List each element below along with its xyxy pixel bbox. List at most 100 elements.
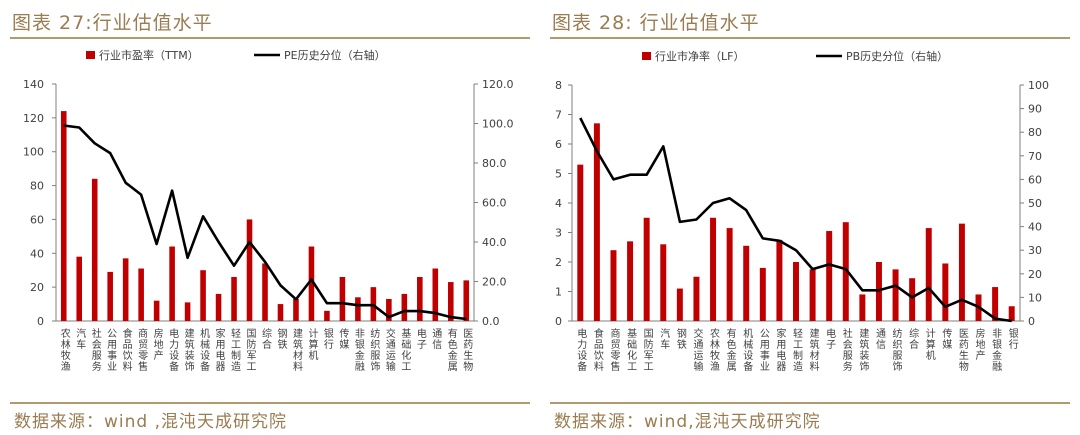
bar	[676, 288, 683, 321]
right-title-rule	[550, 37, 1070, 39]
legend-bar-swatch	[86, 51, 95, 59]
legend-label: 行业市盈率（TTM）	[99, 48, 199, 62]
x-tick-label: 房地产	[976, 327, 986, 362]
bar	[842, 222, 849, 321]
bar	[401, 293, 408, 321]
right-source-note: 数据来源：wind,混沌天成研究院	[554, 412, 821, 432]
x-tick-label: 电子	[826, 327, 836, 351]
bar	[743, 245, 750, 321]
y2-tick-label: 100	[1028, 79, 1049, 92]
x-tick-label: 电子	[417, 327, 427, 351]
y-tick-label: 0	[555, 315, 562, 328]
bar	[107, 271, 113, 321]
y2-tick-label: 50	[1028, 197, 1042, 210]
legend-bar-swatch	[642, 52, 651, 60]
x-tick-label: 有色金属	[448, 327, 458, 373]
x-tick-label: 轻工制造	[793, 327, 803, 373]
x-tick-label: 计算机	[308, 327, 318, 362]
bar	[91, 178, 98, 321]
y-tick-label: 8	[555, 79, 562, 92]
x-tick-label: 银行	[324, 327, 334, 351]
y-tick-label: 6	[555, 138, 562, 151]
x-tick-label: 医药生物	[463, 328, 473, 373]
x-tick-label: 基础化工	[401, 327, 411, 373]
left-panel: 图表 27:行业估值水平 行业市盈率（TTM） PE历史分位（右轴） 0 20 40 60…	[10, 12, 530, 432]
x-tick-label: 基础化工	[627, 327, 637, 373]
x-tick-label: 综合	[909, 327, 919, 351]
x-tick-label: 食品饮料	[123, 327, 133, 373]
bar	[432, 268, 439, 321]
bar	[593, 123, 600, 321]
bar	[859, 294, 866, 321]
y2-tick-label: 40.0	[482, 236, 507, 249]
x-tick-label: 国防军工	[644, 328, 654, 373]
x-tick-label: 汽车	[76, 327, 86, 351]
y-tick-label: 40	[30, 247, 44, 260]
bar	[826, 231, 833, 321]
x-tick-label: 机械设备	[200, 327, 210, 373]
y2-tick-label: 100.0	[482, 118, 514, 131]
x-tick-label: 社会服务	[843, 327, 853, 373]
bar	[417, 276, 423, 321]
x-tick-label: 银行	[1009, 327, 1019, 351]
y2-tick-label: 80	[1028, 126, 1042, 139]
y2-tick-label: 60	[1028, 173, 1042, 186]
bar	[643, 217, 650, 321]
bar	[627, 241, 634, 321]
x-tick-label: 纺织服饰	[370, 327, 380, 373]
y-tick-label: 20	[30, 281, 44, 294]
y-tick-label: 4	[555, 197, 562, 210]
y2-tick-label: 10	[1028, 291, 1042, 304]
x-tick-label: 非银金融	[992, 328, 1002, 373]
bar	[726, 228, 733, 321]
bar	[909, 278, 916, 321]
bar	[892, 269, 899, 321]
pe-chart: 行业市盈率（TTM） PE历史分位（右轴） 0 20 40 60 80 100 120 140 0.…	[23, 48, 514, 373]
x-tick-label: 农林牧渔	[710, 327, 720, 373]
bar	[958, 223, 965, 321]
y-tick-label: 80	[30, 180, 44, 193]
bar	[577, 164, 584, 321]
bar	[942, 263, 949, 321]
bar	[200, 270, 206, 321]
y2-tick-label: 0	[1028, 315, 1035, 328]
right-source-rule	[550, 402, 1070, 404]
x-tick-label: 交通运输	[693, 327, 703, 373]
y2-tick-label: 120.0	[482, 78, 514, 91]
x-tick-label: 传媒	[339, 328, 349, 351]
y-tick-label: 2	[555, 256, 562, 269]
bar	[710, 217, 717, 321]
x-tick-label: 商贸零售	[138, 327, 148, 373]
y2-tick-label: 40	[1028, 221, 1042, 234]
bar	[776, 239, 783, 321]
y-tick-label: 3	[555, 227, 562, 240]
y2-tick-label: 70	[1028, 150, 1042, 163]
pb-chart: 行业市净率（LF） PB历史分位（右轴）012345678010203040506…	[555, 49, 1049, 373]
right-panel: 图表 28: 行业估值水平 行业市净率（LF） PB历史分位（右轴） 0 1 2 3 4 5 6…	[540, 0, 1080, 435]
x-tick-label: 建筑装饰	[859, 327, 869, 373]
bar	[138, 268, 144, 321]
y-tick-label: 7	[555, 109, 562, 122]
x-tick-label: 国防军工	[247, 328, 257, 373]
y2-tick-label: 30	[1028, 244, 1042, 257]
x-tick-label: 家用电器	[216, 327, 226, 373]
y2-tick-label: 80.0	[482, 157, 507, 170]
x-tick-label: 家用电器	[776, 327, 786, 373]
bar	[339, 276, 346, 321]
y-tick-label: 60	[30, 213, 44, 226]
x-tick-label: 机械设备	[743, 327, 753, 373]
x-tick-label: 非银金融	[355, 328, 365, 373]
x-tick-label: 社会服务	[92, 327, 102, 373]
x-tick-label: 通信	[876, 328, 886, 351]
y2-tick-label: 60.0	[482, 197, 507, 210]
bar	[293, 298, 299, 321]
bar	[992, 287, 999, 321]
bar	[277, 304, 284, 321]
left-source-rule	[10, 402, 530, 404]
x-tick-label: 电力设备	[169, 327, 179, 373]
legend-label: PB历史分位（右轴）	[846, 49, 948, 63]
y-tick-label: 5	[555, 168, 562, 181]
x-tick-label: 电力设备	[577, 327, 587, 373]
bar	[693, 276, 700, 321]
x-tick-label: 农林牧渔	[61, 327, 71, 373]
